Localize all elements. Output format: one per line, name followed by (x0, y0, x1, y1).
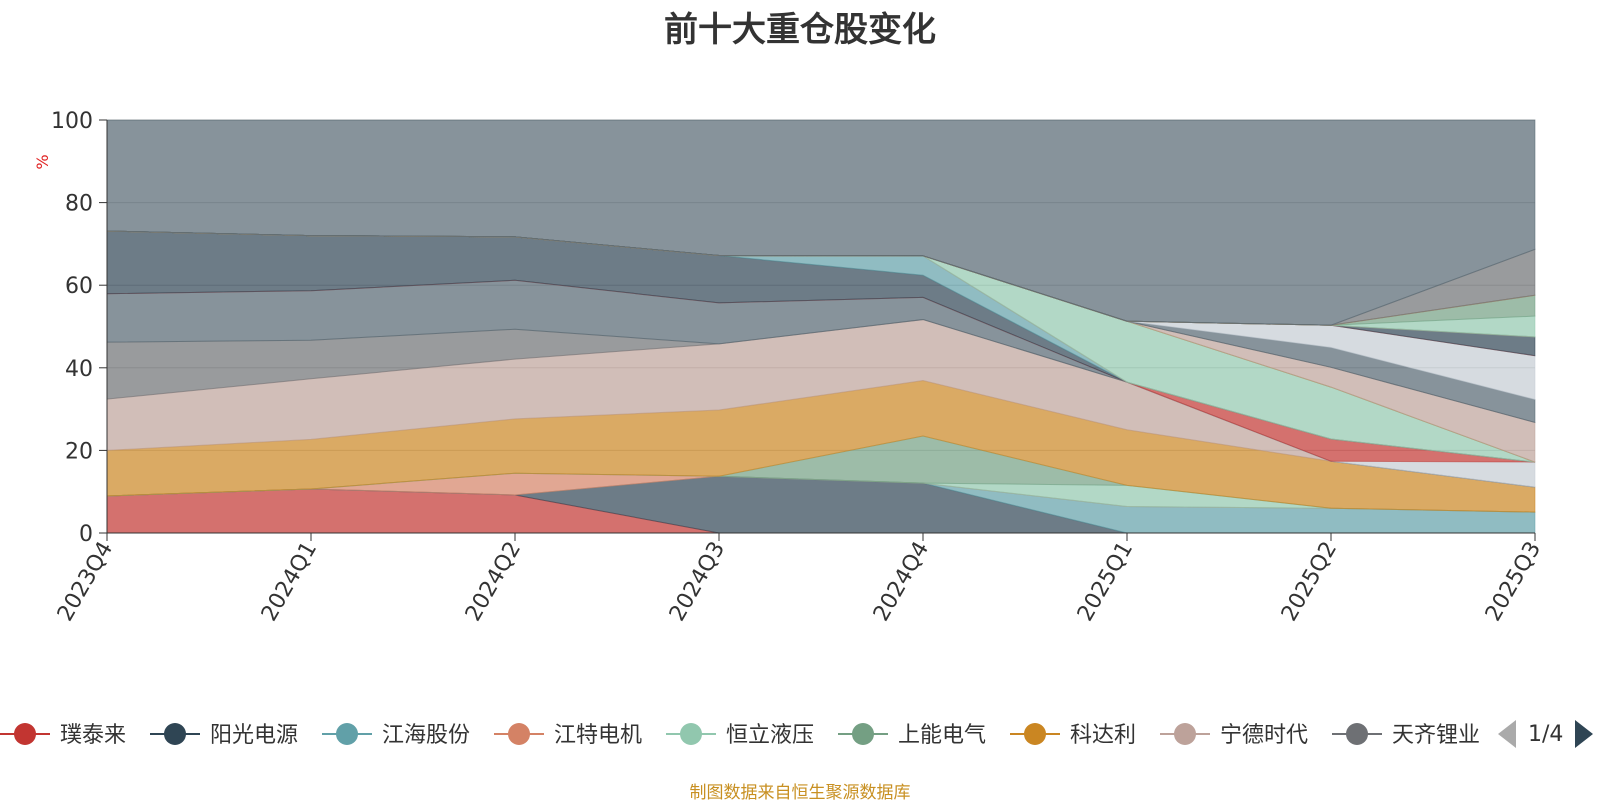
legend-marker-icon (1346, 723, 1368, 745)
y-tick-label: 40 (65, 357, 93, 382)
legend-marker-icon (14, 723, 36, 745)
legend-page-indicator: 1/4 (1528, 721, 1564, 747)
area-layer (106, 119, 1536, 534)
legend-label: 璞泰来 (60, 723, 126, 748)
legend-marker-icon (852, 723, 874, 745)
legend: 璞泰来 阳光电源 江海股份 江特电机 恒立液压 上能电气 科达利 宁德时代 天齐锂业 (0, 723, 1480, 748)
legend-marker-icon (680, 723, 702, 745)
legend-label: 科达利 (1070, 723, 1136, 748)
y-tick-label: 60 (65, 274, 93, 299)
legend-item-阳光电源[interactable]: 阳光电源 (150, 723, 298, 748)
x-tick-label: 2024Q1 (257, 538, 322, 626)
x-tick-label: 2024Q3 (665, 538, 730, 626)
legend-label: 恒立液压 (726, 723, 814, 748)
legend-marker-icon (164, 723, 186, 745)
y-tick-label: 0 (79, 522, 93, 547)
chart-svg: 0 20 40 60 80 100 2023Q4 2024Q1 2024Q2 2024Q3 2024… (33, 109, 1546, 626)
legend-item-科达利[interactable]: 科达利 (1010, 723, 1136, 748)
y-tick-label: 80 (65, 192, 93, 217)
x-tick-label: 2025Q2 (1277, 538, 1342, 626)
x-tick-label: 2023Q4 (53, 538, 118, 626)
x-tick-label: 2025Q3 (1481, 538, 1546, 626)
legend-prev-page-button[interactable] (1498, 720, 1516, 748)
legend-marker-icon (1174, 723, 1196, 745)
legend-label: 江海股份 (382, 723, 470, 748)
legend-item-璞泰来[interactable]: 璞泰来 (0, 723, 126, 748)
y-axis-unit-label: % (33, 154, 52, 169)
y-tick-label: 100 (51, 109, 93, 134)
legend-item-江特电机[interactable]: 江特电机 (494, 723, 642, 748)
legend-marker-icon (1024, 723, 1046, 745)
legend-next-page-button[interactable] (1575, 720, 1594, 748)
y-tick-label: 20 (65, 439, 93, 464)
chart-title: 前十大重仓股变化 (664, 10, 936, 50)
legend-label: 阳光电源 (210, 723, 298, 748)
legend-marker-icon (336, 723, 358, 745)
area-series-其他[interactable] (106, 119, 1536, 326)
legend-item-天齐锂业[interactable]: 天齐锂业 (1332, 723, 1480, 748)
legend-label: 天齐锂业 (1392, 723, 1480, 748)
legend-item-宁德时代[interactable]: 宁德时代 (1160, 723, 1308, 748)
legend-item-恒立液压[interactable]: 恒立液压 (666, 723, 814, 748)
source-note: 制图数据来自恒生聚源数据库 (689, 783, 911, 803)
x-tick-label: 2025Q1 (1073, 538, 1138, 626)
legend-marker-icon (508, 723, 530, 745)
legend-label: 上能电气 (898, 723, 986, 748)
x-tick-label: 2024Q4 (869, 538, 934, 626)
legend-item-江海股份[interactable]: 江海股份 (322, 723, 470, 748)
x-tick-label: 2024Q2 (461, 538, 526, 626)
legend-item-上能电气[interactable]: 上能电气 (838, 723, 986, 748)
legend-label: 江特电机 (554, 723, 642, 748)
legend-label: 宁德时代 (1220, 723, 1308, 748)
legend-pager: 1/4 (1498, 716, 1594, 752)
